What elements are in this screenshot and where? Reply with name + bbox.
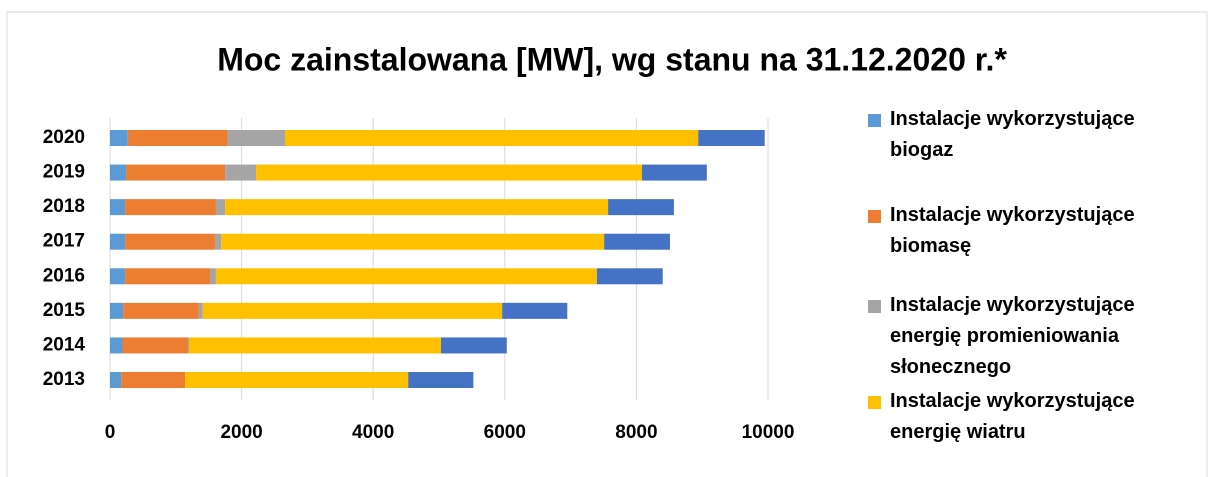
bar-segment xyxy=(210,268,216,285)
bar-segment xyxy=(126,164,226,181)
legend-label: Instalacje wykorzystujące biogaz xyxy=(890,108,1135,161)
bar-segment xyxy=(198,302,203,319)
bar-segment xyxy=(125,268,211,285)
chart-border xyxy=(6,11,1208,477)
bar-segment xyxy=(256,164,642,181)
bar-segment xyxy=(408,372,474,388)
bar-segment xyxy=(127,130,228,146)
bar-segment xyxy=(596,268,663,285)
bar-segment xyxy=(604,233,670,250)
y-tick-label: 2013 xyxy=(43,369,85,390)
bar-segment xyxy=(110,233,126,250)
chart-title: Moc zainstalowana [MW], wg stanu na 31.1… xyxy=(217,41,1007,77)
bar-segment xyxy=(221,233,605,250)
bar-segment xyxy=(227,130,286,146)
x-tick-label: 0 xyxy=(105,422,116,443)
bar-segment xyxy=(285,130,699,146)
y-tick-label: 2016 xyxy=(43,265,85,286)
bar-segment xyxy=(110,302,124,319)
bar-segment xyxy=(110,268,126,285)
bar-segment xyxy=(185,372,409,388)
x-tick-label: 4000 xyxy=(352,422,394,443)
bar-segment xyxy=(225,199,609,216)
legend-swatch xyxy=(868,210,881,223)
y-tick-label: 2020 xyxy=(43,127,85,148)
bar-segment xyxy=(608,199,674,216)
bar-segment xyxy=(110,199,126,216)
bar-segment xyxy=(225,164,257,181)
bar-segment xyxy=(110,337,123,354)
bar-segment xyxy=(125,199,216,216)
legend-label: Instalacje wykorzystujące biomasę xyxy=(890,204,1135,257)
bar-segment xyxy=(187,337,189,354)
bar-segment xyxy=(202,302,503,319)
bar-segment xyxy=(440,337,507,354)
bar-segment xyxy=(121,372,186,388)
bar-segment xyxy=(641,164,707,181)
legend-item: Instalacje wykorzystujące biogaz xyxy=(868,104,1168,166)
legend-item: Instalacje wykorzystujące biomasę xyxy=(868,200,1168,262)
y-tick-label: 2017 xyxy=(43,231,85,252)
bar-segment xyxy=(698,130,765,146)
bar-segment xyxy=(214,233,222,250)
x-tick-label: 10000 xyxy=(742,422,795,443)
bar-segment xyxy=(110,164,127,181)
bar-segment xyxy=(188,337,441,354)
y-tick-label: 2019 xyxy=(43,162,85,183)
legend-item: Instalacje wykorzystujące energię wiatru xyxy=(868,386,1168,448)
legend-label: Instalacje wykorzystujące energię wiatru xyxy=(890,390,1135,443)
y-tick-label: 2015 xyxy=(43,300,86,321)
x-tick-label: 2000 xyxy=(220,422,262,443)
bar-segment xyxy=(123,302,199,319)
legend-label: Instalacje wykorzystujące energię promie… xyxy=(890,294,1135,378)
y-tick-label: 2018 xyxy=(43,196,85,217)
bar-segment xyxy=(122,337,188,354)
bar-segment xyxy=(502,302,568,319)
bar-segment xyxy=(125,233,215,250)
legend-swatch xyxy=(868,396,881,409)
x-tick-label: 6000 xyxy=(484,422,526,443)
bar-segment xyxy=(110,372,122,388)
legend-swatch xyxy=(868,300,881,313)
legend-item: Instalacje wykorzystujące energię promie… xyxy=(868,290,1168,383)
y-tick-label: 2014 xyxy=(43,334,86,355)
x-tick-label: 8000 xyxy=(615,422,657,443)
legend-swatch xyxy=(868,114,881,127)
bar-segment xyxy=(110,130,128,146)
bar-segment xyxy=(215,199,226,216)
bar-segment xyxy=(215,268,597,285)
